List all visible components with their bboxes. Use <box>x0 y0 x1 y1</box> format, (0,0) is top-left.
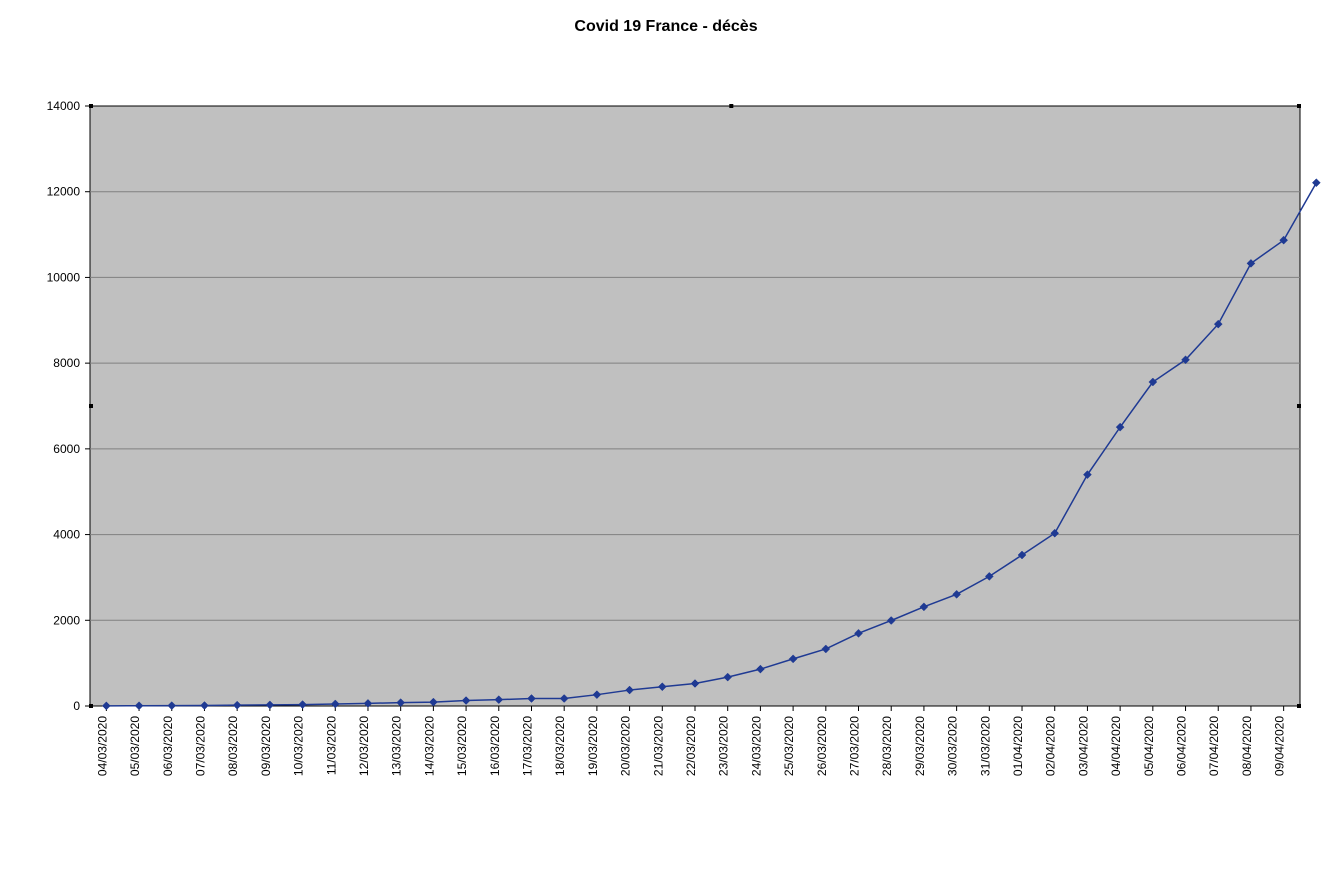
svg-text:12000: 12000 <box>47 185 81 199</box>
svg-text:10000: 10000 <box>47 270 81 284</box>
svg-text:2000: 2000 <box>53 613 80 627</box>
svg-text:01/04/2020: 01/04/2020 <box>1011 716 1025 776</box>
svg-text:08/04/2020: 08/04/2020 <box>1240 716 1254 776</box>
svg-text:03/04/2020: 03/04/2020 <box>1076 716 1090 776</box>
svg-text:19/03/2020: 19/03/2020 <box>586 716 600 776</box>
svg-text:04/04/2020: 04/04/2020 <box>1109 716 1123 776</box>
svg-text:16/03/2020: 16/03/2020 <box>488 716 502 776</box>
svg-text:6000: 6000 <box>53 442 80 456</box>
svg-text:09/03/2020: 09/03/2020 <box>259 716 273 776</box>
svg-text:10/03/2020: 10/03/2020 <box>292 716 306 776</box>
svg-text:06/03/2020: 06/03/2020 <box>161 716 175 776</box>
chart-title: Covid 19 France - décès <box>0 0 1332 46</box>
svg-text:09/04/2020: 09/04/2020 <box>1273 716 1287 776</box>
svg-text:24/03/2020: 24/03/2020 <box>749 716 763 776</box>
svg-text:14/03/2020: 14/03/2020 <box>422 716 436 776</box>
svg-text:05/03/2020: 05/03/2020 <box>128 716 142 776</box>
svg-text:8000: 8000 <box>53 356 80 370</box>
svg-text:4000: 4000 <box>53 528 80 542</box>
svg-text:29/03/2020: 29/03/2020 <box>913 716 927 776</box>
svg-text:08/03/2020: 08/03/2020 <box>226 716 240 776</box>
chart-plot: 0 2000 4000 6000 8000 10000 12000 14000 04/03/20… <box>0 46 1332 874</box>
svg-text:14000: 14000 <box>47 99 81 113</box>
svg-text:07/03/2020: 07/03/2020 <box>193 716 207 776</box>
svg-text:15/03/2020: 15/03/2020 <box>455 716 469 776</box>
svg-text:05/04/2020: 05/04/2020 <box>1142 716 1156 776</box>
svg-text:26/03/2020: 26/03/2020 <box>815 716 829 776</box>
svg-text:20/03/2020: 20/03/2020 <box>619 716 633 776</box>
svg-text:31/03/2020: 31/03/2020 <box>978 716 992 776</box>
svg-text:30/03/2020: 30/03/2020 <box>946 716 960 776</box>
svg-text:28/03/2020: 28/03/2020 <box>880 716 894 776</box>
svg-text:04/03/2020: 04/03/2020 <box>95 716 109 776</box>
svg-text:21/03/2020: 21/03/2020 <box>651 716 665 776</box>
svg-text:18/03/2020: 18/03/2020 <box>553 716 567 776</box>
svg-text:12/03/2020: 12/03/2020 <box>357 716 371 776</box>
svg-text:25/03/2020: 25/03/2020 <box>782 716 796 776</box>
svg-text:17/03/2020: 17/03/2020 <box>520 716 534 776</box>
svg-text:11/03/2020: 11/03/2020 <box>324 716 338 775</box>
svg-text:22/03/2020: 22/03/2020 <box>684 716 698 776</box>
svg-text:02/04/2020: 02/04/2020 <box>1044 716 1058 776</box>
svg-text:06/04/2020: 06/04/2020 <box>1175 716 1189 776</box>
svg-text:07/04/2020: 07/04/2020 <box>1207 716 1221 776</box>
svg-text:27/03/2020: 27/03/2020 <box>848 716 862 776</box>
svg-text:23/03/2020: 23/03/2020 <box>717 716 731 776</box>
svg-text:13/03/2020: 13/03/2020 <box>390 716 404 776</box>
svg-text:0: 0 <box>73 699 80 713</box>
chart-container: Covid 19 France - décès 0 2000 4000 6000 800… <box>0 0 1332 828</box>
